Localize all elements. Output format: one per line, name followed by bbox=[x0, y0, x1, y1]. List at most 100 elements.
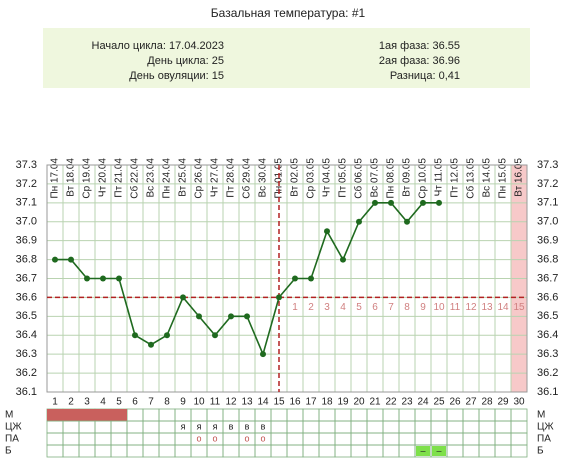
y-tick-label: 36.1 bbox=[16, 386, 37, 398]
row-cell bbox=[478, 420, 496, 434]
date-label: Пт 12.05 bbox=[450, 158, 461, 198]
date-label: Вт 16.05 bbox=[514, 158, 525, 197]
row-cell bbox=[414, 408, 432, 422]
row-cell bbox=[334, 444, 352, 458]
date-label: Пн 24.04 bbox=[162, 158, 173, 199]
row-cell bbox=[46, 420, 64, 434]
row-mark: я bbox=[213, 421, 218, 431]
row-cell bbox=[302, 432, 320, 446]
row-cell bbox=[510, 432, 528, 446]
x-tick-label: 5 bbox=[116, 397, 122, 408]
row-fill bbox=[95, 409, 111, 421]
info-text: Разница: 0,41 bbox=[390, 70, 460, 82]
x-tick-label: 9 bbox=[180, 397, 186, 408]
temperature-point bbox=[228, 313, 234, 320]
row-cell bbox=[222, 432, 240, 446]
row-cell bbox=[366, 408, 384, 422]
y-tick-label-right: 36.8 bbox=[537, 253, 558, 265]
row-cell bbox=[334, 420, 352, 434]
row-mark: о bbox=[244, 433, 249, 443]
row-cell bbox=[94, 420, 112, 434]
luteal-day-label: 10 bbox=[433, 302, 445, 313]
row-cell bbox=[350, 420, 368, 434]
date-label: Сб 06.05 bbox=[353, 158, 365, 199]
row-mark: я bbox=[197, 421, 202, 431]
row-cell bbox=[126, 444, 144, 458]
temperature-point bbox=[68, 256, 74, 263]
temperature-point bbox=[372, 199, 378, 206]
luteal-day-label: 5 bbox=[356, 302, 362, 313]
date-label: Пн 15.05 bbox=[498, 158, 509, 199]
date-label: Пт 05.05 bbox=[338, 158, 349, 198]
info-text: Начало цикла: 17.04.2023 bbox=[92, 40, 224, 52]
row-cell bbox=[286, 408, 304, 422]
row-mark: – bbox=[436, 445, 441, 455]
date-label: Вс 14.05 bbox=[482, 158, 493, 198]
date-label: Чт 11.05 bbox=[434, 158, 445, 197]
row-cell bbox=[478, 408, 496, 422]
x-tick-label: 27 bbox=[465, 397, 477, 408]
date-label: Чт 20.04 bbox=[98, 158, 109, 197]
date-label: Вт 02.05 bbox=[290, 158, 301, 197]
y-tick-label: 37.1 bbox=[16, 197, 37, 209]
row-fill bbox=[432, 446, 446, 456]
temperature-point bbox=[116, 275, 122, 282]
temperature-point bbox=[436, 199, 442, 206]
row-cell bbox=[286, 420, 304, 434]
row-cell bbox=[430, 432, 448, 446]
row-cell bbox=[158, 432, 176, 446]
row-cell bbox=[206, 408, 224, 422]
x-tick-label: 13 bbox=[241, 397, 253, 408]
x-tick-label: 24 bbox=[417, 397, 429, 408]
row-cell bbox=[494, 408, 512, 422]
x-tick-label: 20 bbox=[353, 397, 365, 408]
date-label: Пн 08.05 bbox=[386, 158, 397, 199]
x-tick-label: 16 bbox=[289, 397, 301, 408]
y-tick-label: 36.6 bbox=[16, 291, 37, 303]
row-cell bbox=[174, 432, 192, 446]
row-cell bbox=[110, 444, 128, 458]
row-cell bbox=[190, 408, 208, 422]
x-tick-label: 29 bbox=[497, 397, 509, 408]
temperature-point bbox=[52, 256, 58, 263]
row-cell bbox=[110, 432, 128, 446]
row-cell bbox=[398, 444, 416, 458]
temperature-point bbox=[244, 313, 250, 320]
row-cell bbox=[62, 420, 80, 434]
row-cell bbox=[270, 432, 288, 446]
row-cell bbox=[46, 432, 64, 446]
y-tick-label-right: 36.3 bbox=[537, 348, 558, 360]
row-cell bbox=[254, 408, 272, 422]
luteal-day-label: 13 bbox=[481, 302, 493, 313]
row-cell bbox=[350, 444, 368, 458]
row-cell bbox=[382, 420, 400, 434]
temperature-point bbox=[292, 275, 298, 282]
row-cell bbox=[174, 408, 192, 422]
row-cell bbox=[270, 408, 288, 422]
row-cell bbox=[142, 408, 160, 422]
x-tick-label: 18 bbox=[321, 397, 333, 408]
y-tick-label-right: 37.1 bbox=[537, 197, 558, 209]
row-cell bbox=[398, 432, 416, 446]
row-cell bbox=[78, 420, 96, 434]
temperature-point bbox=[276, 294, 282, 301]
luteal-day-label: 3 bbox=[324, 302, 330, 313]
row-cell bbox=[494, 420, 512, 434]
row-label-right: Б bbox=[537, 446, 544, 457]
row-cell bbox=[126, 420, 144, 434]
info-text: День цикла: 25 bbox=[147, 55, 224, 67]
x-tick-label: 3 bbox=[84, 397, 90, 408]
date-label: Ср 26.04 bbox=[194, 158, 205, 199]
luteal-day-label: 8 bbox=[404, 302, 410, 313]
temperature-point bbox=[324, 228, 330, 235]
luteal-day-label: 9 bbox=[420, 302, 426, 313]
y-tick-label-right: 36.1 bbox=[537, 386, 558, 398]
row-fill bbox=[63, 409, 79, 421]
date-label: Вт 25.04 bbox=[178, 158, 189, 197]
row-cell bbox=[382, 432, 400, 446]
info-text: 1ая фаза: 36.55 bbox=[379, 40, 460, 52]
temperature-point bbox=[84, 275, 90, 282]
row-cell bbox=[94, 444, 112, 458]
row-cell bbox=[446, 432, 464, 446]
